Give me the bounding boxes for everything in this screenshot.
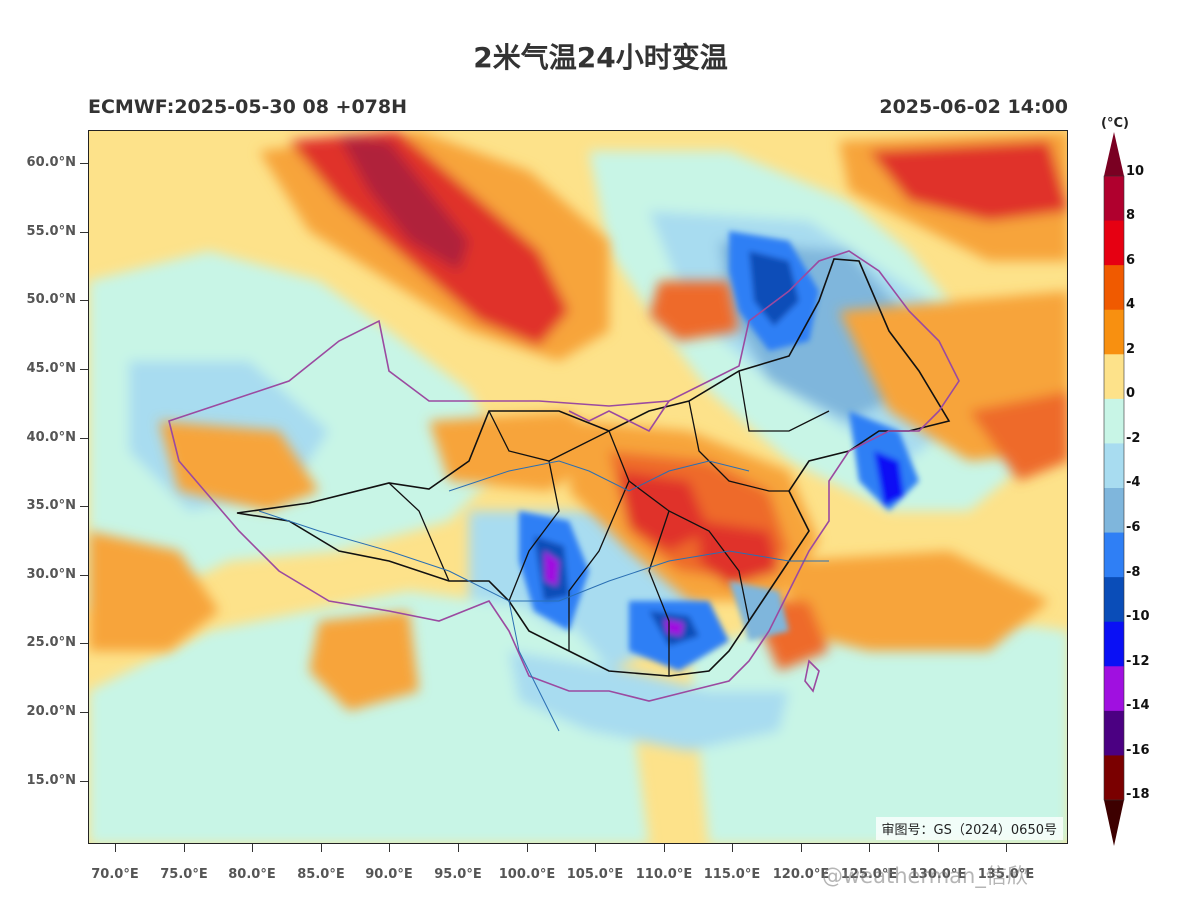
lon-tick — [527, 844, 528, 852]
country-border — [168, 250, 960, 702]
lon-tick — [869, 844, 870, 852]
colorbar-label: 0 — [1126, 386, 1136, 401]
colorbar-top-arrow — [1104, 132, 1124, 176]
lat-label: 20.0°N — [26, 704, 76, 719]
colorbar-bin — [1104, 532, 1124, 578]
valid-time-label: 2025-06-02 14:00 — [879, 96, 1068, 118]
lat-label: 15.0°N — [26, 773, 76, 788]
colorbar-bin — [1104, 666, 1124, 712]
lat-label: 45.0°N — [26, 361, 76, 376]
colorbar-bin — [1104, 443, 1124, 489]
colorbar-label: -18 — [1126, 787, 1150, 802]
lon-label: 100.0°E — [498, 867, 556, 882]
lon-label: 90.0°E — [365, 867, 413, 882]
map-title: 2米气温24小时变温 — [473, 41, 728, 74]
colorbar-bin — [1104, 354, 1124, 400]
colorbar-label: 2 — [1126, 342, 1136, 357]
lon-tick — [595, 844, 596, 852]
colorbar-label: 6 — [1126, 253, 1136, 268]
colorbar-bin — [1104, 220, 1124, 266]
field-warm-areas — [89, 131, 1067, 711]
colorbar-label: 10 — [1126, 164, 1145, 179]
colorbar-bin — [1104, 398, 1124, 444]
lon-tick — [801, 844, 802, 852]
lon-tick — [389, 844, 390, 852]
field-strong-cooling — [519, 231, 919, 671]
lat-tick — [80, 712, 88, 713]
lon-tick — [938, 844, 939, 852]
lon-label: 125.0°E — [840, 867, 898, 882]
colorbar-label: -2 — [1126, 431, 1141, 446]
lat-tick — [80, 506, 88, 507]
lon-tick — [184, 844, 185, 852]
lat-tick — [80, 781, 88, 782]
lon-tick — [458, 844, 459, 852]
colorbar-bottom-arrow — [1104, 800, 1124, 846]
colorbar — [1103, 132, 1125, 846]
colorbar-label: -16 — [1126, 743, 1150, 758]
lon-label: 70.0°E — [91, 867, 139, 882]
colorbar-unit: (°C) — [1101, 116, 1129, 131]
lat-label: 40.0°N — [26, 430, 76, 445]
colorbar-label: -10 — [1126, 609, 1150, 624]
lon-tick — [1006, 844, 1007, 852]
lat-tick — [80, 232, 88, 233]
lon-label: 135.0°E — [977, 867, 1035, 882]
map-approval-number: 审图号：GS（2024）0650号 — [875, 817, 1063, 840]
lat-label: 35.0°N — [26, 498, 76, 513]
lon-label: 130.0°E — [909, 867, 967, 882]
colorbar-bin — [1104, 710, 1124, 756]
lon-tick — [664, 844, 665, 852]
lon-tick — [115, 844, 116, 852]
colorbar-bin — [1104, 621, 1124, 667]
lat-label: 50.0°N — [26, 292, 76, 307]
lon-tick — [732, 844, 733, 852]
lon-label: 120.0°E — [772, 867, 830, 882]
lat-label: 60.0°N — [26, 155, 76, 170]
colorbar-label: -6 — [1126, 520, 1141, 535]
province-borders — [236, 258, 951, 677]
lon-label: 75.0°E — [160, 867, 208, 882]
colorbar-label: -14 — [1126, 698, 1150, 713]
lat-label: 30.0°N — [26, 567, 76, 582]
lon-label: 85.0°E — [297, 867, 345, 882]
lat-tick — [80, 300, 88, 301]
colorbar-bin — [1104, 577, 1124, 623]
lon-label: 105.0°E — [566, 867, 624, 882]
colorbar-label: -12 — [1126, 654, 1150, 669]
temperature-change-map — [88, 130, 1068, 844]
lat-tick — [80, 369, 88, 370]
lat-tick — [80, 575, 88, 576]
colorbar-label: 8 — [1126, 208, 1136, 223]
lon-label: 80.0°E — [228, 867, 276, 882]
lon-label: 95.0°E — [434, 867, 482, 882]
colorbar-bin — [1104, 176, 1124, 222]
colorbar-bin — [1104, 488, 1124, 534]
lat-tick — [80, 163, 88, 164]
colorbar-label: -4 — [1126, 475, 1141, 490]
lat-tick — [80, 643, 88, 644]
lon-label: 115.0°E — [703, 867, 761, 882]
colorbar-bin — [1104, 755, 1124, 801]
lon-tick — [321, 844, 322, 852]
lon-label: 110.0°E — [635, 867, 693, 882]
model-run-label: ECMWF:2025-05-30 08 +078H — [88, 96, 408, 118]
lat-label: 55.0°N — [26, 224, 76, 239]
lat-label: 25.0°N — [26, 635, 76, 650]
colorbar-label: -8 — [1126, 565, 1141, 580]
colorbar-label: 4 — [1126, 297, 1136, 312]
colorbar-bin — [1104, 309, 1124, 355]
watermark: @weatherman_信欣 — [822, 864, 1028, 888]
map-canvas — [89, 131, 1067, 843]
lon-tick — [252, 844, 253, 852]
colorbar-bin — [1104, 265, 1124, 311]
lat-tick — [80, 438, 88, 439]
rivers — [258, 460, 829, 732]
